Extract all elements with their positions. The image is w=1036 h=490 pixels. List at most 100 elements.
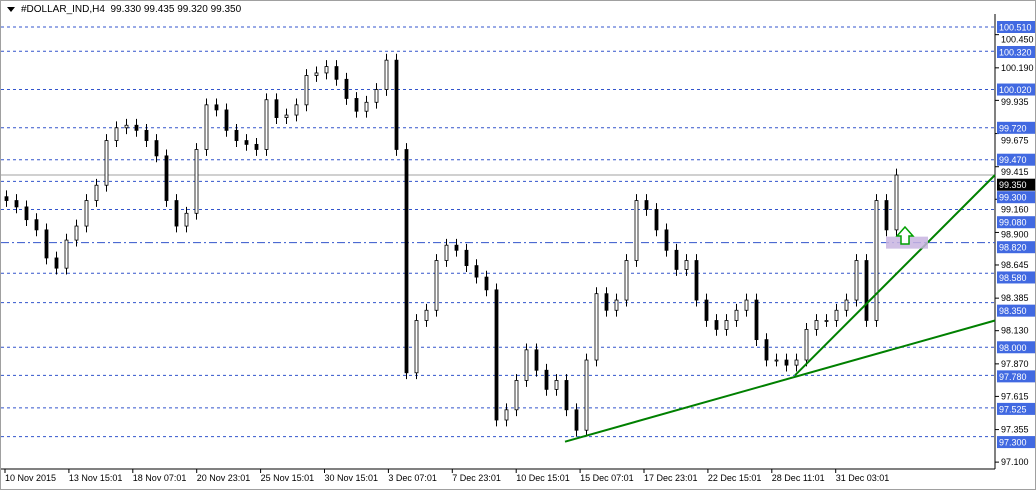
- candle-body: [614, 299, 619, 311]
- candle-body: [844, 299, 849, 311]
- candle-body: [754, 299, 759, 341]
- candle: [584, 353, 589, 437]
- candle: [164, 149, 169, 207]
- price-tick-label: 98.130: [1001, 326, 1029, 336]
- candle: [94, 178, 99, 207]
- candle-body: [564, 380, 569, 411]
- candle-body: [854, 260, 859, 301]
- candle-body: [224, 109, 229, 131]
- time-label: 30 Nov 15:01: [325, 473, 379, 483]
- candle: [554, 374, 559, 396]
- candle: [784, 353, 789, 372]
- level-label-bg: [997, 121, 1035, 134]
- candle: [894, 168, 899, 237]
- price-tick-label: 100.190: [1001, 63, 1034, 73]
- candle-body: [274, 99, 279, 118]
- candle-body: [334, 66, 339, 80]
- level-label-bg: [997, 370, 1035, 383]
- candle-body: [694, 260, 699, 301]
- candle: [24, 200, 29, 227]
- candle: [804, 323, 809, 367]
- candle-body: [234, 129, 239, 141]
- candle: [414, 314, 419, 380]
- current-price-label: 99.350: [999, 180, 1027, 190]
- price-tick-label: 97.615: [1001, 391, 1029, 401]
- candle-body: [534, 349, 539, 371]
- candle-body: [54, 257, 59, 269]
- chart-title: #DOLLAR_IND,H4 99.330 99.435 99.320 99.3…: [7, 4, 241, 15]
- candle: [334, 60, 339, 86]
- candle: [404, 143, 409, 380]
- candle: [4, 190, 9, 207]
- candle-body: [714, 320, 719, 330]
- candle: [594, 287, 599, 367]
- time-label: 13 Nov 15:01: [69, 473, 123, 483]
- candle: [814, 314, 819, 336]
- candle-body: [604, 293, 609, 311]
- level-label-bg: [997, 341, 1035, 354]
- candle: [704, 293, 709, 327]
- candle-body: [34, 219, 39, 231]
- trendline: [794, 174, 996, 377]
- candle: [244, 134, 249, 151]
- candle: [214, 98, 219, 117]
- candle-body: [74, 225, 79, 241]
- level-label-bg: [997, 83, 1035, 96]
- candle-body: [174, 200, 179, 227]
- candle-body: [124, 124, 129, 129]
- time-label: 31 Dec 03:01: [836, 473, 890, 483]
- level-label: 98.820: [999, 243, 1027, 253]
- candle: [424, 303, 429, 327]
- price-tick-label: 100.450: [1001, 35, 1034, 45]
- candle: [714, 314, 719, 336]
- candle: [734, 303, 739, 327]
- candle-body: [314, 72, 319, 76]
- candle: [54, 251, 59, 275]
- candle-body: [254, 143, 259, 150]
- candle-body: [474, 265, 479, 278]
- candle-body: [134, 124, 139, 131]
- candle-body: [524, 349, 529, 381]
- candle: [314, 66, 319, 82]
- candle-body: [64, 239, 69, 269]
- level-label: 98.580: [999, 273, 1027, 283]
- candle-body: [354, 98, 359, 112]
- candle-body: [574, 409, 579, 431]
- candle: [304, 69, 309, 112]
- candle-body: [94, 184, 99, 201]
- candle: [624, 254, 629, 307]
- candle: [294, 98, 299, 122]
- candle-body: [484, 276, 489, 291]
- candle-body: [764, 339, 769, 361]
- candle: [654, 203, 659, 237]
- candle: [634, 194, 639, 267]
- candle: [384, 53, 389, 96]
- candle: [124, 118, 129, 135]
- candle: [14, 194, 19, 214]
- time-label: 10 Nov 2015: [5, 473, 56, 483]
- candle-body: [554, 380, 559, 390]
- candle-body: [664, 229, 669, 251]
- time-label: 25 Nov 15:01: [261, 473, 315, 483]
- candle: [574, 403, 579, 437]
- candle: [254, 138, 259, 156]
- level-label: 97.300: [999, 438, 1027, 448]
- candle-body: [784, 359, 789, 366]
- candle: [754, 293, 759, 346]
- candle-body: [194, 149, 199, 214]
- candle: [564, 374, 569, 417]
- dropdown-triangle-icon[interactable]: [7, 6, 15, 12]
- price-tick-label: 97.355: [1001, 425, 1029, 435]
- candle-body: [584, 359, 589, 431]
- candle-body: [674, 249, 679, 270]
- level-label: 99.720: [999, 123, 1027, 133]
- candle: [114, 121, 119, 147]
- candle: [104, 134, 109, 192]
- candle-body: [404, 149, 409, 374]
- level-label-bg: [997, 21, 1035, 33]
- level-label: 98.000: [999, 343, 1027, 353]
- candle-body: [374, 89, 379, 103]
- candle-body: [114, 127, 119, 141]
- candle-body: [724, 320, 729, 330]
